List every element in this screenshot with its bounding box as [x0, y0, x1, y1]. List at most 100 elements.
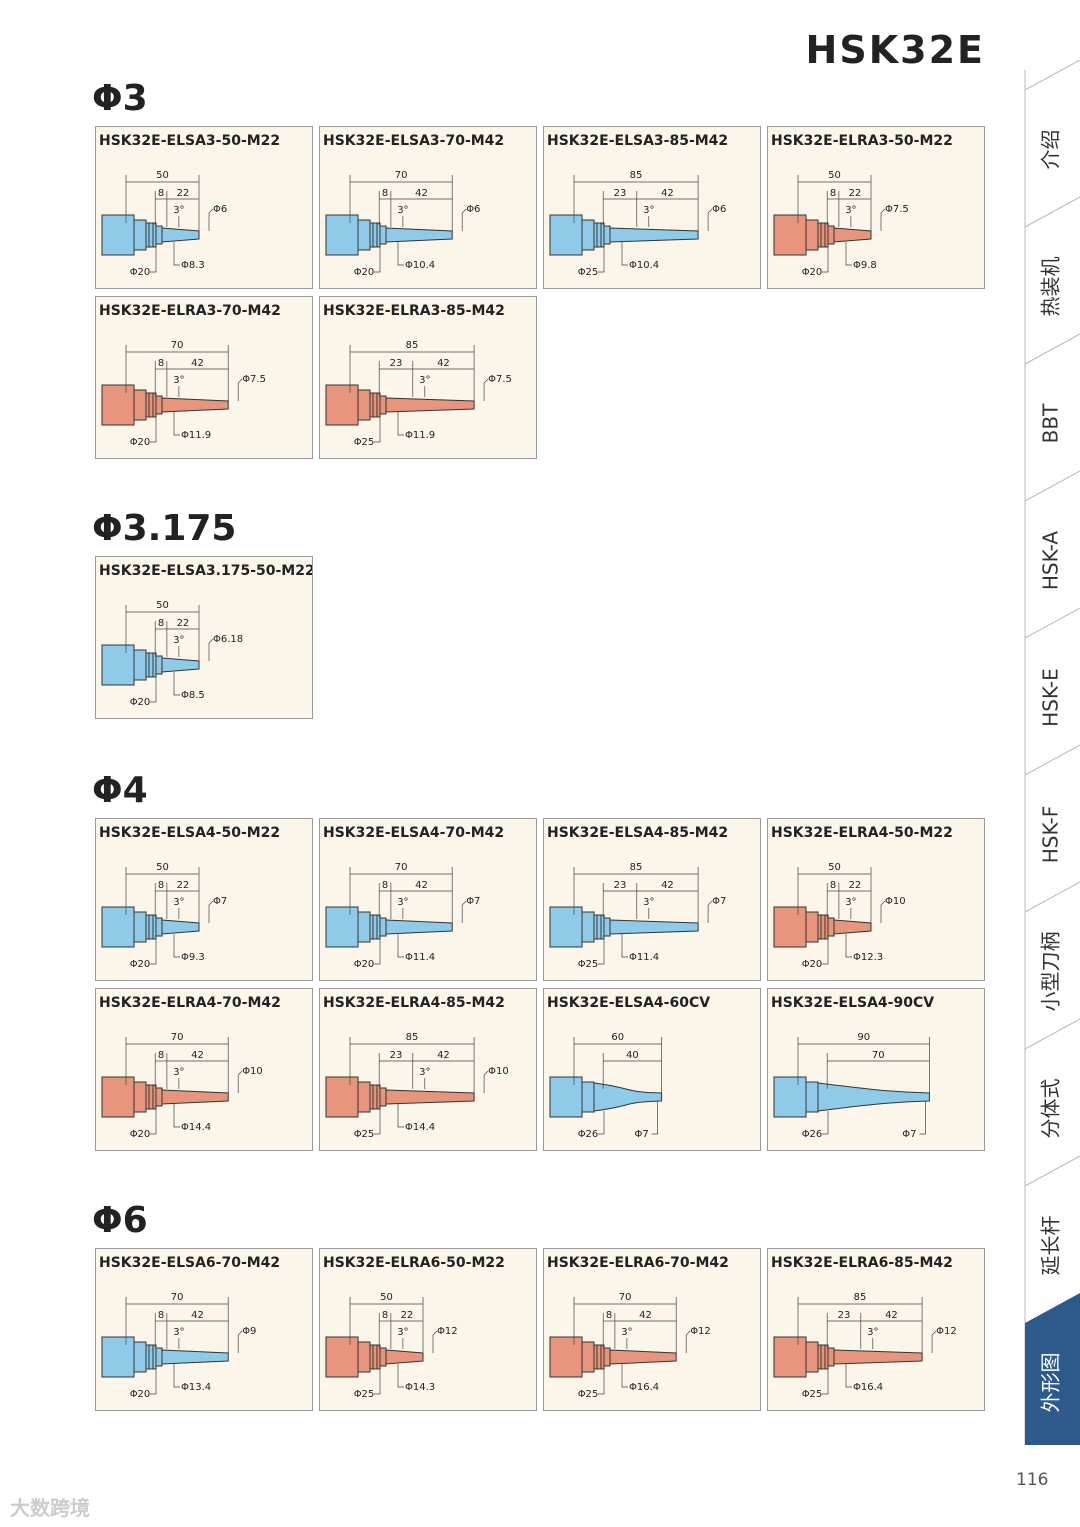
watermark: 大数跨境: [10, 1496, 90, 1520]
leader: [461, 208, 467, 214]
tab-label: HSK-F: [1039, 806, 1063, 863]
dim-seg-b: 42: [661, 880, 674, 891]
dim-seg-b: 22: [849, 188, 862, 199]
drawing: HSK32E-ELSA4-70-M42 70 42 8 3° Φ7 Φ11.4 Φ20: [323, 825, 504, 970]
neck: [379, 395, 387, 415]
dim-seg-b: 42: [415, 188, 428, 199]
card-title: HSK32E-ELRA3-70-M42: [99, 303, 281, 319]
shank: [549, 214, 583, 256]
dim-seg-b: 42: [191, 1050, 204, 1061]
neck: [379, 1087, 387, 1107]
taper: [161, 227, 200, 243]
drawing: HSK32E-ELRA3-50-M22 50 22 8 3° Φ7.5 Φ9.8 Φ20: [771, 133, 953, 278]
product-card: HSK32E-ELRA6-50-M22 50 22 8 3° Φ12 Φ14.3 Φ25: [319, 1248, 537, 1411]
dim-angle: 3°: [173, 1067, 184, 1078]
dim-root: Φ9.3: [181, 952, 205, 963]
flange: [593, 914, 605, 940]
dim-flange: Φ20: [130, 1129, 151, 1140]
card-title: HSK32E-ELSA4-70-M42: [323, 825, 504, 841]
drawing: HSK32E-ELRA6-70-M42 70 42 8 3° Φ12 Φ16.4 Φ25: [547, 1255, 729, 1400]
dim-seg-a: 8: [158, 1310, 164, 1321]
dim-flange: Φ26: [578, 1129, 599, 1140]
shank-step: [805, 1081, 819, 1113]
dim-angle: 3°: [643, 897, 654, 908]
shank: [549, 906, 583, 948]
dim-root: Φ16.4: [629, 1382, 659, 1393]
dim-angle: 3°: [845, 897, 856, 908]
dim-seg-b: 22: [177, 188, 190, 199]
leader: [397, 1104, 404, 1128]
dim-tip: Φ7.5: [488, 374, 512, 385]
leader: [621, 1364, 628, 1388]
drawing: HSK32E-ELRA4-70-M42 70 42 8 3° Φ10 Φ14.4 Φ20: [99, 995, 281, 1140]
shank: [325, 214, 359, 256]
product-card: HSK32E-ELRA3-85-M42 85 42 23 3° Φ7.5 Φ11.9 Φ25: [319, 296, 537, 459]
taper: [609, 227, 699, 243]
shank: [773, 906, 807, 948]
card-title: HSK32E-ELRA3-50-M22: [771, 133, 953, 149]
dim-length: 85: [406, 1032, 419, 1043]
tab-label: 延长杆: [1039, 1216, 1063, 1276]
taper: [385, 1349, 424, 1365]
shank-step: [805, 1341, 819, 1373]
shank-step: [581, 219, 595, 251]
page-title: HSK32E: [805, 28, 985, 72]
product-card: HSK32E-ELSA3-50-M22 50 22 8 3° Φ6 Φ8.3 Φ20: [95, 126, 313, 289]
tab-label: 分体式: [1039, 1079, 1063, 1139]
dim-flange: Φ20: [130, 959, 151, 970]
dim-root: Φ16.4: [853, 1382, 883, 1393]
tab-separator: [1024, 333, 1080, 365]
leader: [461, 900, 467, 906]
card-title: HSK32E-ELSA3-70-M42: [323, 133, 504, 149]
card-title: HSK32E-ELSA3-85-M42: [547, 133, 728, 149]
dim-flange: Φ20: [130, 267, 151, 278]
card-title: HSK32E-ELRA4-70-M42: [99, 995, 281, 1011]
leader: [707, 208, 713, 214]
product-card: HSK32E-ELRA4-70-M42 70 42 8 3° Φ10 Φ14.4 Φ20: [95, 988, 313, 1151]
dim-tip: Φ7: [634, 1129, 648, 1140]
neck: [155, 225, 163, 245]
product-card: HSK32E-ELSA3-85-M42 85 42 23 3° Φ6 Φ10.4 Φ25: [543, 126, 761, 289]
dim-seg-b: 70: [872, 1050, 885, 1061]
dim-seg-a: 23: [390, 358, 403, 369]
neck: [603, 917, 611, 937]
dim-root: Φ8.3: [181, 260, 205, 271]
shank-step: [133, 911, 147, 943]
leader: [822, 939, 829, 965]
dim-root: Φ11.9: [181, 430, 211, 441]
dim-angle: 3°: [397, 205, 408, 216]
dim-root: Φ11.4: [629, 952, 659, 963]
leader: [150, 417, 157, 443]
taper: [161, 919, 200, 935]
dim-length: 90: [857, 1032, 870, 1043]
dim-tip: Φ12: [690, 1326, 711, 1337]
product-card: HSK32E-ELSA4-60CV 60 40 Φ7 Φ26: [543, 988, 761, 1151]
dim-seg-a: 8: [382, 188, 388, 199]
flange: [593, 1344, 605, 1370]
dim-length: 85: [854, 1292, 867, 1303]
dim-seg-a: 8: [158, 1050, 164, 1061]
tab-separator: [1024, 470, 1080, 502]
dim-seg-a: 8: [382, 880, 388, 891]
product-card: HSK32E-ELRA3-50-M22 50 22 8 3° Φ7.5 Φ9.8 Φ20: [767, 126, 985, 289]
tab-label: HSK-A: [1039, 531, 1063, 591]
leader: [374, 247, 381, 273]
neck: [379, 917, 387, 937]
dim-tip: Φ10: [488, 1066, 509, 1077]
drawing: HSK32E-ELSA3.175-50-M22 50 22 8 3° Φ6.18 Φ8.5 Φ…: [99, 563, 312, 708]
dim-tip: Φ7: [213, 896, 227, 907]
product-card: HSK32E-ELRA4-85-M42 85 42 23 3° Φ10 Φ14.4 Φ25: [319, 988, 537, 1151]
leader: [931, 1330, 937, 1336]
dim-seg-a: 8: [382, 1310, 388, 1321]
dim-seg-b: 42: [415, 880, 428, 891]
product-card: HSK32E-ELSA4-85-M42 85 42 23 3° Φ7 Φ11.4 Φ25: [543, 818, 761, 981]
flange: [145, 222, 157, 248]
shank: [549, 1076, 583, 1118]
taper: [385, 397, 475, 413]
flange: [145, 1084, 157, 1110]
leader: [880, 208, 886, 214]
dim-seg-a: 8: [830, 188, 836, 199]
dim-flange: Φ20: [130, 1389, 151, 1400]
